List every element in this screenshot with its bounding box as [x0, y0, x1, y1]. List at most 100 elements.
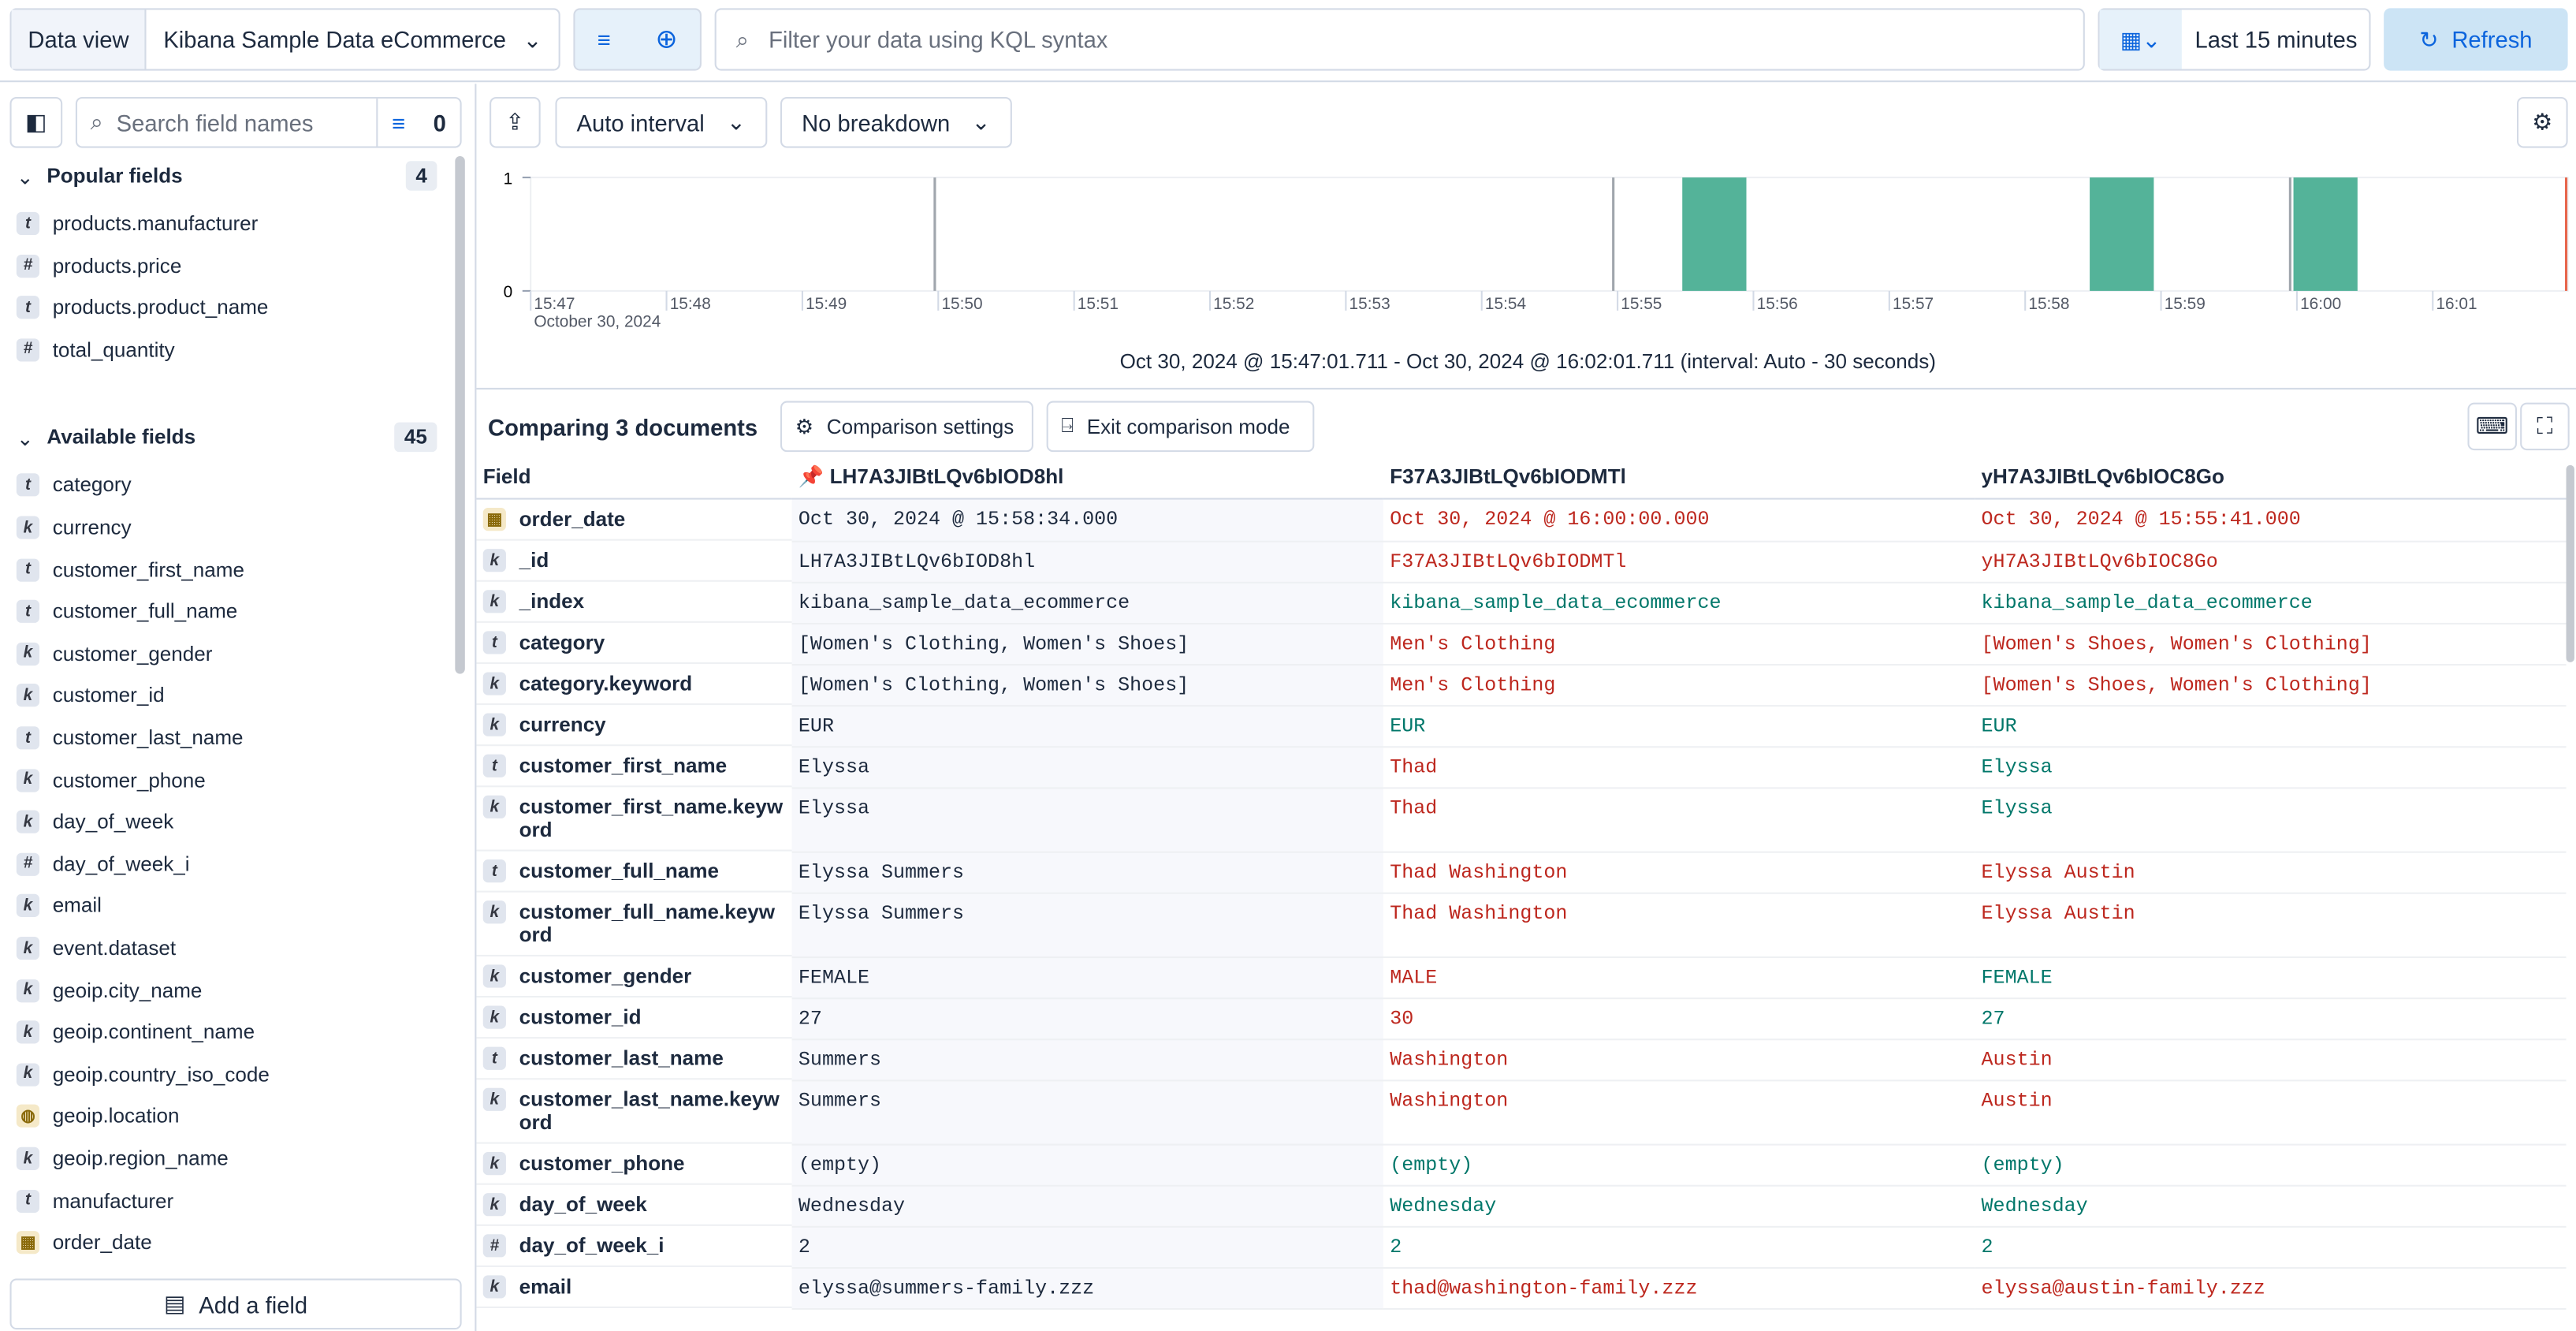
value-cell: 2 [791, 1225, 1383, 1268]
field-item[interactable]: k geoip.country_iso_code [16, 1063, 270, 1087]
type-icon: k [16, 1146, 40, 1170]
field-name: geoip.city_name [52, 979, 203, 1002]
x-tick-label: 15:49 [806, 295, 847, 313]
field-item[interactable]: t customer_first_name [16, 557, 244, 581]
field-item[interactable]: k geoip.city_name [16, 979, 203, 1002]
field-name: customer_id [519, 1005, 642, 1029]
field-item[interactable]: k geoip.region_name [16, 1146, 229, 1170]
bar [2090, 177, 2154, 291]
time-picker[interactable]: ▦⌄ Last 15 minutes [2098, 8, 2371, 71]
query-input[interactable]: ⌕ Filter your data using KQL syntax [714, 8, 2085, 71]
value-cell: Oct 30, 2024 @ 16:00:00.000 [1383, 498, 1975, 542]
value-cell: [Women's Shoes, Women's Clothing] [1975, 622, 2567, 666]
field-item[interactable]: ◍ geoip.location [16, 1105, 180, 1128]
field-item[interactable]: k customer_phone [16, 768, 206, 792]
field-name: day_of_week_i [52, 852, 190, 876]
field-item[interactable]: t products.manufacturer [16, 211, 258, 236]
value-cell: F37A3JIBtLQv6bIODMTl [1383, 540, 1975, 583]
breakdown-select[interactable]: No breakdown ⌄ [780, 96, 1012, 148]
query-placeholder: Filter your data using KQL syntax [769, 26, 1108, 53]
field-item[interactable]: ▦ order_date [16, 1231, 152, 1255]
x-tick-label: 15:50 [941, 295, 982, 313]
field-item[interactable]: k customer_id [16, 684, 165, 708]
type-icon: k [16, 936, 40, 960]
field-name: geoip.location [52, 1105, 180, 1128]
field-item[interactable]: # products.price [16, 254, 181, 278]
date-label: October 30, 2024 [534, 313, 661, 331]
type-icon: k [16, 768, 40, 792]
field-item[interactable]: t manufacturer [16, 1189, 174, 1213]
value-cell: Washington [1383, 1038, 1975, 1081]
histogram: 0 1 15:47 15:48 15:49 15:50 15:51 15:52 15:53 15:… [504, 170, 2569, 331]
value-cell: Oct 30, 2024 @ 15:55:41.000 [1975, 498, 2567, 542]
field-row: k customer_phone (empty) (empty) (empty) [476, 1143, 2567, 1186]
exit-comparison[interactable]: ⍈ Exit comparison mode [1046, 401, 1315, 453]
filter-buttons[interactable]: ≡ ⊕ [573, 8, 702, 71]
export-button[interactable]: ⇪ [490, 96, 541, 148]
type-icon: t [16, 557, 40, 581]
value-cell: LH7A3JIBtLQv6bIOD8hl [791, 540, 1383, 583]
field-cell: k customer_phone [476, 1144, 792, 1185]
y-tick-label: 0 [504, 283, 513, 301]
field-item[interactable]: # total_quantity [16, 337, 175, 362]
field-name: customer_first_name [519, 754, 728, 777]
section-header[interactable]: ⌄ Available fields 45 [17, 423, 437, 453]
field-search[interactable]: ⌕ Search field names ≡ 0 [75, 96, 462, 148]
type-icon: # [16, 852, 40, 876]
chart-options[interactable]: ⚙ [2516, 96, 2568, 148]
value-cell: EUR [1975, 705, 2567, 748]
type-icon: k [482, 1087, 506, 1111]
field-item[interactable]: t customer_full_name [16, 600, 238, 624]
comparison-title: Comparing 3 documents [488, 414, 758, 441]
add-field-button[interactable]: ▤ Add a field [9, 1278, 462, 1330]
type-icon: k [16, 894, 40, 918]
field-name: manufacturer [52, 1189, 174, 1213]
value-cell: kibana_sample_data_ecommerce [1383, 581, 1975, 624]
field-row: t category [Women's Clothing, Women's Shoe… [476, 622, 2567, 666]
column-header[interactable]: 📌 LH7A3JIBtLQv6bIOD8hl [791, 460, 1383, 500]
header-row: Field 📌 LH7A3JIBtLQv6bIOD8hl F37A3JIBtLQv6… [476, 460, 2567, 500]
column-header[interactable]: yH7A3JIBtLQv6bIOC8Go [1975, 460, 2567, 500]
value-cell: Thad Washington [1383, 892, 1975, 958]
value-cell: (empty) [1383, 1143, 1975, 1186]
field-item[interactable]: k email [16, 894, 102, 918]
field-item[interactable]: k customer_gender [16, 642, 213, 666]
field-row: k category.keyword [Women's Clothing, Wome… [476, 664, 2567, 707]
field-cell: k customer_id [476, 997, 792, 1039]
field-item[interactable]: t products.product_name [16, 296, 268, 319]
data-view-picker[interactable]: Data view Kibana Sample Data eCommerce ⌄ [9, 8, 560, 71]
value-cell: 30 [1383, 997, 1975, 1040]
value-cell: Elyssa [791, 746, 1383, 789]
field-item[interactable]: # day_of_week_i [16, 852, 190, 876]
field-name: customer_full_name [52, 600, 238, 624]
value-cell: Wednesday [1383, 1184, 1975, 1227]
type-icon: k [16, 1020, 40, 1044]
field-item[interactable]: k currency [16, 516, 132, 539]
field-name: customer_last_name [519, 1046, 724, 1070]
field-item[interactable]: t customer_last_name [16, 726, 244, 750]
comparison-settings[interactable]: ⚙ Comparison settings [780, 401, 1033, 453]
interval-select[interactable]: Auto interval ⌄ [555, 96, 768, 148]
refresh-button[interactable]: ↻ Refresh [2384, 8, 2568, 71]
y-tick-label: 1 [504, 170, 513, 188]
x-tick-label: 15:51 [1078, 295, 1119, 313]
value-cell: Elyssa [1975, 746, 2567, 789]
collapse-button[interactable]: ◧ [9, 96, 63, 148]
comparison-table-wrap: Field 📌 LH7A3JIBtLQv6bIOD8hl F37A3JIBtLQv6… [476, 460, 2567, 1331]
field-name: category [52, 474, 132, 498]
field-item[interactable]: k geoip.continent_name [16, 1020, 255, 1044]
column-header[interactable]: F37A3JIBtLQv6bIODMTl [1383, 460, 1975, 500]
field-name: geoip.country_iso_code [52, 1063, 270, 1087]
x-tick-label: 15:56 [1757, 295, 1798, 313]
field-row: t customer_first_name Elyssa Thad Elyssa [476, 746, 2567, 789]
field-name: customer_gender [519, 964, 692, 988]
fullscreen-button[interactable]: ⛶ [2520, 402, 2570, 451]
field-item[interactable]: k event.dataset [16, 936, 176, 960]
field-item[interactable]: k day_of_week [16, 810, 173, 834]
section-header[interactable]: ⌄ Popular fields 4 [17, 161, 437, 191]
value-cell: Summers [791, 1038, 1383, 1081]
field-item[interactable]: t category [16, 474, 132, 498]
value-cell: MALE [1383, 956, 1975, 999]
type-icon: k [482, 1275, 506, 1299]
keyboard-button[interactable]: ⌨ [2467, 402, 2517, 451]
